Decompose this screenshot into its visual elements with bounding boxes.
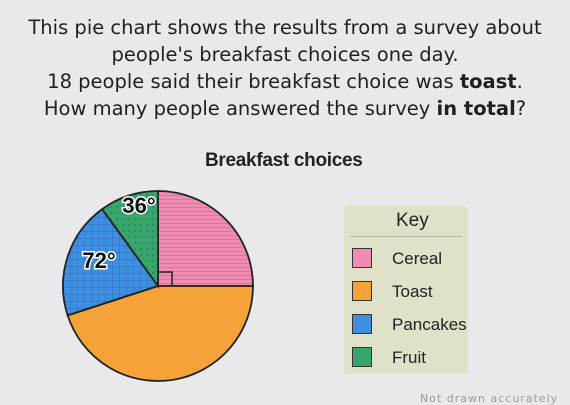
legend-swatch-fruit xyxy=(352,347,372,367)
legend-label-cereal: Cereal xyxy=(392,249,443,268)
question-line-2: people's breakfast choices one day. xyxy=(111,43,459,66)
question-line-1: This pie chart shows the results from a … xyxy=(28,16,542,39)
legend-item-toast: Toast xyxy=(352,281,468,305)
footer-note: Not drawn accurately xyxy=(420,392,559,405)
legend-divider xyxy=(350,236,462,237)
legend-swatch-pancakes xyxy=(352,314,372,334)
slice-label-pancakes: 72° xyxy=(82,248,115,273)
legend-item-cereal: Cereal xyxy=(352,248,468,272)
legend-label-pancakes: Pancakes xyxy=(392,315,467,334)
pie-slice-pancakes xyxy=(62,207,160,317)
question-text: This pie chart shows the results from a … xyxy=(0,14,570,122)
legend-swatch-toast xyxy=(352,281,372,301)
chart-title: Breakfast choices xyxy=(205,150,363,171)
legend-item-fruit: Fruit xyxy=(352,347,468,371)
legend-item-pancakes: Pancakes xyxy=(352,314,468,338)
legend-swatch-cereal xyxy=(352,248,372,268)
legend-label-fruit: Fruit xyxy=(392,348,426,367)
question-line-3: 18 people said their breakfast choice wa… xyxy=(47,70,523,93)
slice-label-fruit: 36° xyxy=(122,193,155,218)
pie-slice-cereal xyxy=(157,190,254,287)
pie-slice-toast xyxy=(66,285,254,382)
legend-title: Key xyxy=(396,210,429,231)
legend-label-toast: Toast xyxy=(392,282,433,301)
pie-slice-fruit xyxy=(100,190,159,289)
right-angle-marker xyxy=(158,271,173,286)
legend: Key Cereal Toast Pancakes Fruit xyxy=(344,206,468,374)
question-line-4: How many people answered the survey in t… xyxy=(43,97,527,120)
